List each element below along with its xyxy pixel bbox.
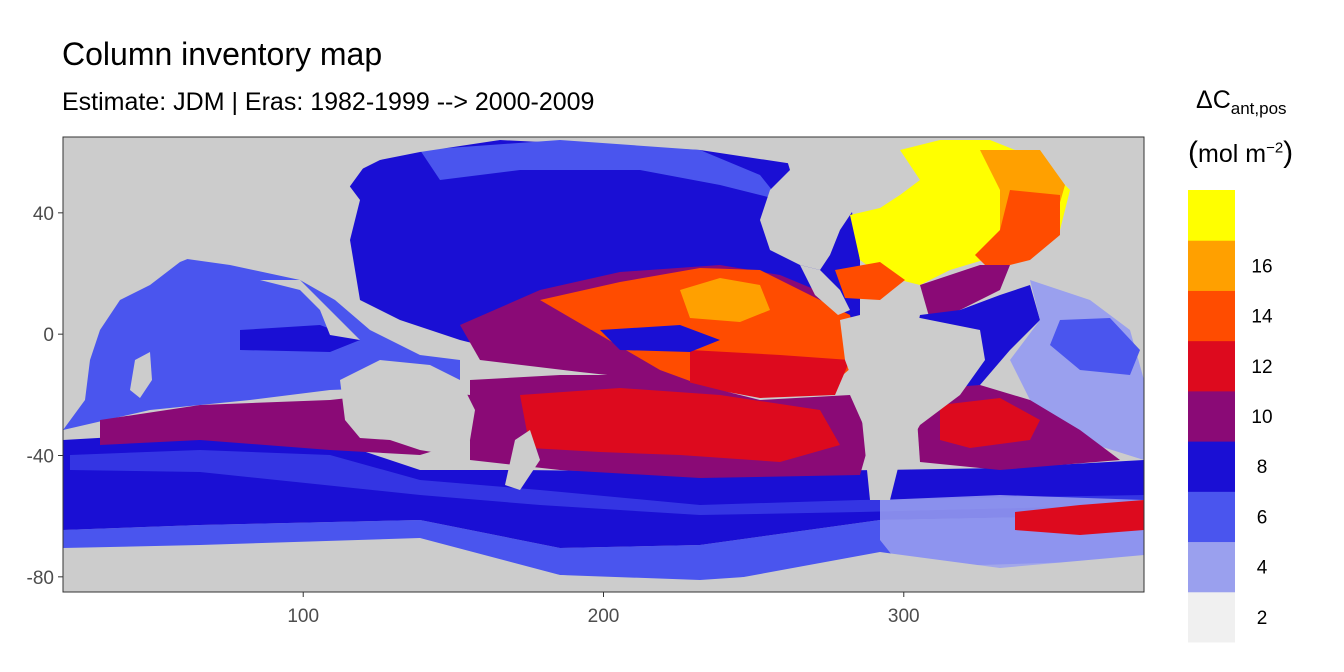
eastern-pacific-red-rim <box>690 350 850 398</box>
legend-label: 4 <box>1257 558 1268 579</box>
australia <box>340 360 475 455</box>
europe-west <box>1080 185 1144 300</box>
legend-swatch <box>1188 190 1235 241</box>
south-atlantic-core <box>940 398 1040 448</box>
weddell-red-patch <box>1015 500 1144 535</box>
chart-subtitle: Estimate: JDM | Eras: 1982-1999 --> 2000… <box>62 88 595 116</box>
africa <box>63 137 360 430</box>
legend-title-subscript: ant,pos <box>1230 99 1287 118</box>
madagascar <box>130 352 152 398</box>
north-atlantic-red <box>975 190 1060 270</box>
legend-title-symbol: ΔC <box>1196 86 1231 114</box>
x-tick-label: 300 <box>888 606 920 627</box>
legend-swatch <box>1188 541 1235 593</box>
x-tick-label: 100 <box>287 606 319 627</box>
southern-ocean-inner-band <box>70 450 1144 515</box>
legend-label: 16 <box>1251 256 1272 277</box>
legend-label: 6 <box>1257 507 1268 528</box>
legend-swatch <box>1188 390 1235 442</box>
y-tick-label: -40 <box>27 447 54 468</box>
legend-unit: (mol m−2) <box>1188 136 1294 169</box>
legend-label: 14 <box>1251 307 1273 328</box>
legend-swatch <box>1188 441 1235 492</box>
legend-label: 8 <box>1257 457 1268 478</box>
x-tick-label: 200 <box>588 606 620 627</box>
legend-swatch <box>1188 591 1235 643</box>
equatorial-pacific-tongue <box>600 325 720 352</box>
central-america <box>800 265 850 315</box>
antarctica <box>63 538 1144 592</box>
southeast-asia <box>260 280 360 340</box>
atlantic-gulf-patch <box>835 262 905 300</box>
legend-unit-exponent: −2 <box>1266 139 1284 157</box>
legend-label: 12 <box>1251 357 1272 378</box>
chart-title: Column inventory map <box>62 36 383 72</box>
north-america <box>760 137 900 270</box>
atlantic-subtropical-band <box>920 265 1010 320</box>
legend-swatch <box>1188 290 1235 342</box>
south-pacific-core <box>520 388 840 462</box>
legend-swatch <box>1188 240 1235 291</box>
y-tick-label: 0 <box>43 325 54 346</box>
x-axis: 100 200 300 <box>287 592 920 627</box>
y-tick-label: 40 <box>33 204 54 225</box>
legend-title: ΔCant,pos <box>1196 86 1287 119</box>
legend-label: 2 <box>1257 608 1268 629</box>
new-zealand <box>505 430 540 490</box>
legend-unit-prefix: mol m <box>1198 140 1267 168</box>
eastern-atlantic-blue <box>1050 318 1140 375</box>
y-axis: 40 0 -40 -80 <box>27 204 63 589</box>
south-america <box>840 310 985 500</box>
north-pacific-rim <box>420 140 780 200</box>
legend-swatch <box>1188 340 1235 392</box>
y-tick-label: -80 <box>27 568 54 589</box>
legend-colorbar: 2 4 6 8 10 12 14 16 <box>1188 190 1273 643</box>
eastern-pacific-max <box>680 278 770 322</box>
land-masses <box>63 137 1144 592</box>
legend-swatch <box>1188 491 1235 543</box>
legend-label: 10 <box>1251 407 1272 428</box>
